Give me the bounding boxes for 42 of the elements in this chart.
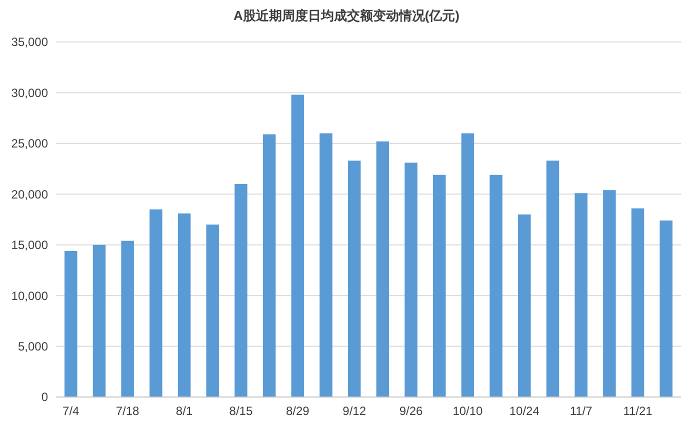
bar	[262, 134, 276, 397]
x-tick-label: 8/29	[286, 404, 310, 418]
bar	[320, 133, 332, 397]
x-tick-label: 7/18	[116, 404, 140, 418]
bar	[631, 208, 644, 397]
x-tick-label: 10/24	[509, 404, 540, 418]
bar	[574, 193, 588, 397]
y-tick-label: 15,000	[11, 238, 48, 252]
bar	[64, 250, 78, 397]
bar	[348, 160, 361, 397]
y-tick-label: 25,000	[11, 136, 48, 151]
bar	[178, 213, 191, 397]
bar	[92, 244, 106, 397]
bar	[490, 174, 502, 397]
bar	[603, 190, 616, 397]
x-tick-label: 11/7	[570, 404, 593, 418]
x-tick-label: 11/21	[623, 404, 653, 418]
bar	[234, 184, 248, 397]
y-tick-label: 5,000	[18, 339, 48, 354]
chart-title: A股近期周度日均成交额变动情况(亿元)	[233, 8, 460, 23]
x-tick-label: 7/4	[62, 404, 80, 418]
y-tick-label: 35,000	[11, 35, 48, 50]
bar	[206, 224, 219, 397]
x-tick-label: 8/15	[229, 404, 253, 418]
x-tick-label: 8/1	[176, 404, 193, 418]
x-tick-label: 10/10	[452, 404, 484, 418]
y-tick-label: 10,000	[11, 288, 48, 303]
bar	[432, 174, 446, 397]
bar	[376, 141, 390, 397]
x-tick-label: 9/26	[399, 404, 424, 418]
x-tick-label: 9/12	[342, 404, 366, 418]
bar	[121, 240, 134, 397]
bar	[461, 133, 474, 397]
bar	[546, 160, 560, 397]
bar	[404, 162, 418, 397]
bar	[660, 220, 672, 397]
y-tick-label: 0	[41, 390, 48, 404]
bar	[291, 94, 304, 397]
y-tick-label: 20,000	[11, 187, 48, 202]
bar	[518, 214, 531, 397]
y-tick-label: 30,000	[11, 86, 48, 100]
bar	[150, 209, 162, 397]
